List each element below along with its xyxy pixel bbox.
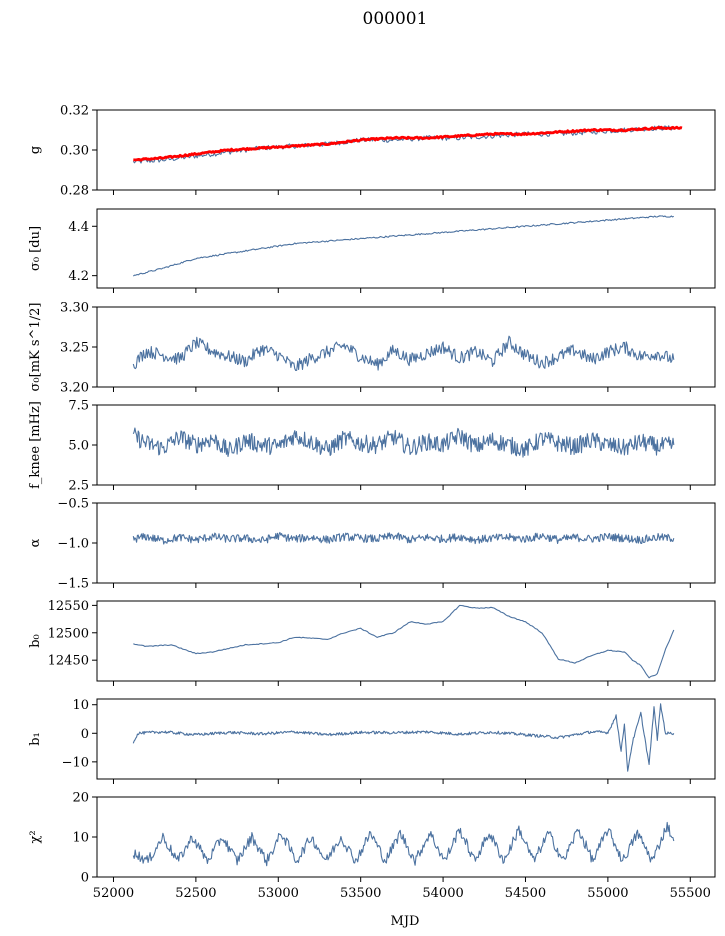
axes-frame	[96, 109, 716, 191]
y-axis-label: b₀	[28, 634, 43, 648]
y-axis-label: f_knee [mHz]	[28, 401, 43, 489]
x-tick-label: 52000	[93, 886, 134, 901]
y-tick-label: 2.5	[68, 479, 89, 494]
panel-7: −10 0 10 b₁	[28, 698, 716, 784]
x-tick-label: 55000	[587, 886, 628, 901]
y-axis-label: σ₀[mK s^1/2]	[28, 303, 43, 392]
series-line-1	[132, 703, 675, 772]
figure-title: 000001	[363, 9, 428, 29]
y-tick-label: 10	[72, 831, 89, 846]
panel-4: 2.5 5.0 7.5 f_knee [mHz]	[28, 399, 716, 494]
series-line-2	[133, 125, 683, 162]
axes-frame	[96, 208, 716, 289]
series-line-1	[132, 427, 675, 458]
y-tick-label: 7.5	[68, 399, 89, 414]
y-tick-label: 4.4	[68, 220, 89, 235]
y-tick-label: 3.20	[60, 381, 89, 396]
y-tick-label: 5.0	[68, 439, 89, 454]
panel-2: 4.2 4.4 σ₀ [du]	[28, 208, 716, 293]
y-axis-label: g	[28, 146, 43, 154]
panel-8: 0 10 20 52000 52500 53000 53500 54000 54500 55000…	[28, 791, 716, 901]
x-axis-label: MJD	[391, 914, 420, 929]
series-line-1	[132, 821, 675, 867]
series-line-1	[132, 215, 674, 277]
series-line-1	[132, 531, 675, 545]
y-tick-label: 20	[72, 791, 89, 806]
y-tick-label: 0.30	[60, 144, 89, 159]
series-line-1	[132, 335, 675, 372]
y-tick-label: 4.2	[68, 269, 89, 284]
panel-1: 0.28 0.30 0.32 g	[28, 104, 716, 199]
panel-6: 12450 12500 12550 b₀	[28, 599, 716, 686]
axes-frame	[96, 796, 716, 878]
x-tick-label: 55500	[670, 886, 711, 901]
y-tick-label: 0	[81, 727, 89, 742]
y-tick-label: 12550	[48, 599, 89, 614]
chart-panels: 0.28 0.30 0.32 g 4.2 4.4 σ₀ [du] 3.20 3.25 3.30 σ₀…	[28, 104, 716, 901]
y-axis-label: χ²	[28, 830, 43, 843]
y-tick-label: 0.28	[60, 184, 89, 199]
y-tick-label: 12450	[48, 654, 89, 669]
y-tick-label: 0.32	[60, 104, 89, 119]
y-tick-label: −10	[62, 755, 89, 770]
x-tick-label: 54500	[505, 886, 546, 901]
y-axis-label: b₁	[28, 732, 43, 746]
y-tick-label: 12500	[48, 626, 89, 641]
axes-frame	[96, 502, 716, 584]
series-line-1	[133, 604, 675, 679]
y-tick-label: −0.5	[57, 497, 89, 512]
x-tick-label: 53500	[340, 886, 381, 901]
panel-5: −1.5 −1.0 −0.5 α	[28, 497, 716, 592]
y-tick-label: 3.25	[60, 341, 89, 356]
axes-frame	[96, 698, 716, 780]
panel-3: 3.20 3.25 3.30 σ₀[mK s^1/2]	[28, 301, 716, 396]
y-tick-label: −1.0	[57, 537, 89, 552]
axes-frame	[96, 600, 716, 682]
y-axis-label: σ₀ [du]	[28, 226, 43, 271]
x-tick-label: 52500	[175, 886, 216, 901]
x-tick-label: 53000	[258, 886, 299, 901]
y-axis-label: α	[28, 538, 43, 547]
x-tick-label: 54000	[422, 886, 463, 901]
y-tick-label: 10	[72, 698, 89, 713]
y-tick-label: 0	[81, 871, 89, 886]
y-tick-label: −1.5	[57, 577, 89, 592]
y-tick-label: 3.30	[60, 301, 89, 316]
